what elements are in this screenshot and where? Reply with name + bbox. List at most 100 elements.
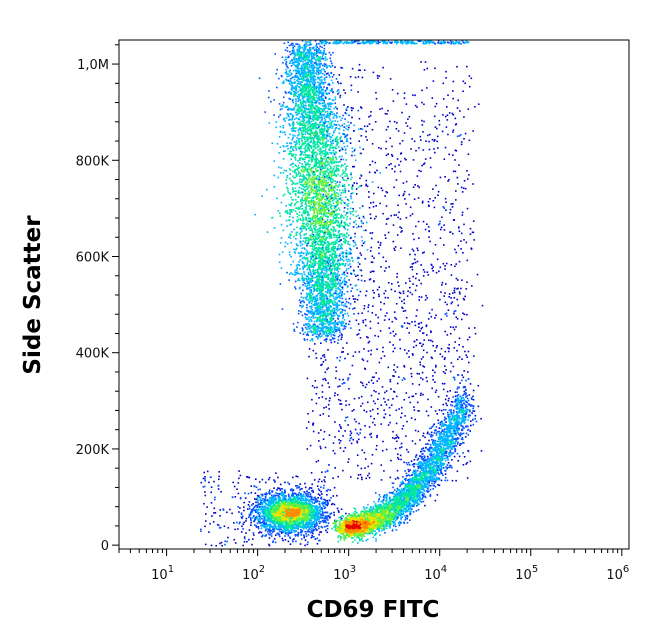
event-point [283, 145, 285, 148]
event-point [328, 175, 331, 177]
event-point [319, 178, 321, 181]
event-point [339, 239, 341, 241]
event-point [320, 62, 322, 65]
event-point [298, 146, 300, 148]
event-point [289, 237, 292, 239]
event-point [334, 193, 336, 196]
event-point [296, 84, 299, 87]
event-point [315, 189, 318, 191]
event-point [284, 72, 287, 74]
event-point [336, 269, 339, 272]
event-point [314, 253, 317, 255]
event-point [288, 44, 291, 47]
event-point [314, 196, 317, 198]
event-point [329, 301, 331, 303]
event-point [331, 319, 333, 322]
event-point [302, 61, 304, 63]
event-point [303, 138, 306, 140]
event-point [341, 117, 343, 119]
event-point [298, 128, 300, 131]
event-point [324, 273, 327, 275]
event-point [305, 324, 308, 326]
event-point [291, 109, 293, 111]
event-point [295, 141, 297, 143]
event-point [306, 57, 308, 59]
event-point [298, 279, 301, 282]
event-point [326, 151, 328, 154]
event-point [341, 215, 343, 217]
event-point [325, 179, 328, 182]
event-point [318, 82, 321, 85]
event-point [299, 207, 301, 209]
event-point [329, 199, 331, 201]
event-point [291, 181, 294, 184]
event-point [313, 313, 316, 315]
event-point [319, 306, 321, 309]
event-point [302, 183, 304, 186]
event-point [330, 122, 333, 124]
event-point [287, 41, 289, 44]
event-point [322, 296, 325, 298]
event-point [315, 49, 318, 51]
event-point [323, 274, 325, 276]
event-point [322, 53, 325, 56]
event-point [329, 195, 331, 198]
event-point [324, 125, 326, 128]
event-point [308, 316, 310, 319]
event-point [319, 225, 322, 227]
event-point [302, 79, 304, 82]
event-point [330, 187, 332, 190]
event-point [302, 333, 305, 335]
event-point [294, 210, 297, 212]
event-point [311, 197, 313, 199]
event-point [301, 132, 303, 134]
event-point [320, 230, 322, 232]
event-point [315, 44, 318, 47]
event-point [349, 222, 351, 225]
event-point [341, 147, 343, 149]
event-point [314, 82, 316, 84]
event-point [324, 81, 326, 84]
event-point [327, 153, 329, 156]
event-point [313, 85, 316, 87]
event-point [313, 137, 315, 139]
event-point [320, 86, 322, 89]
event-point [332, 180, 335, 182]
event-point [292, 69, 295, 72]
event-point [334, 185, 337, 187]
event-point [318, 224, 321, 227]
event-point [313, 96, 315, 99]
event-point [307, 79, 309, 82]
event-point [302, 277, 305, 279]
event-point [315, 104, 317, 107]
event-point [343, 225, 346, 228]
event-point [289, 224, 291, 226]
event-point [301, 124, 303, 127]
event-point [286, 79, 288, 82]
event-point [330, 243, 332, 245]
event-point [297, 218, 300, 221]
event-point [289, 169, 292, 171]
event-point [328, 231, 331, 233]
event-point [329, 57, 331, 60]
event-point [302, 257, 304, 260]
event-point [304, 124, 306, 126]
event-point [293, 176, 295, 179]
event-point [322, 137, 324, 139]
event-point [297, 264, 300, 266]
event-point [310, 296, 312, 298]
event-point [304, 209, 307, 212]
event-point [316, 73, 318, 76]
event-point [313, 93, 315, 96]
event-point [325, 296, 328, 299]
event-point [322, 190, 324, 192]
event-point [297, 109, 299, 112]
event-point [353, 270, 355, 273]
event-point [304, 197, 306, 200]
event-point [334, 264, 336, 266]
event-point [330, 206, 332, 208]
event-point [309, 174, 312, 177]
event-point [309, 71, 312, 73]
event-point [333, 228, 336, 231]
event-point [292, 127, 294, 129]
